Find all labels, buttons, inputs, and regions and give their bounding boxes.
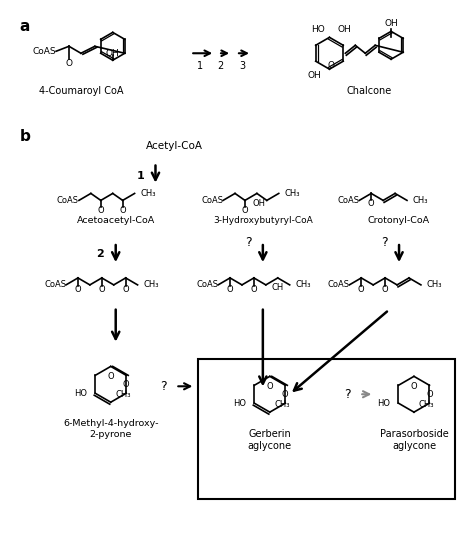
Text: O: O [74, 285, 81, 294]
Text: Acetyl-CoA: Acetyl-CoA [146, 141, 202, 151]
Text: b: b [19, 129, 30, 144]
Text: O: O [358, 285, 365, 294]
Text: OH: OH [308, 71, 321, 79]
Text: O: O [368, 199, 374, 208]
Text: 1: 1 [197, 61, 203, 71]
Text: OH: OH [337, 25, 351, 34]
Text: O: O [426, 390, 433, 399]
Text: 1: 1 [137, 171, 145, 181]
Text: CH₃: CH₃ [275, 400, 290, 409]
Text: OH: OH [106, 49, 119, 58]
Text: CoAS: CoAS [57, 196, 79, 205]
Text: 3: 3 [239, 61, 245, 71]
Text: CH₃: CH₃ [296, 280, 311, 289]
Text: O: O [122, 285, 129, 294]
Text: CH₃: CH₃ [144, 280, 159, 289]
Text: 3-Hydroxybutyryl-CoA: 3-Hydroxybutyryl-CoA [213, 216, 313, 225]
Text: 2: 2 [96, 249, 104, 259]
Text: O: O [266, 382, 273, 391]
Text: O: O [119, 206, 126, 215]
Text: Chalcone: Chalcone [346, 86, 392, 96]
Text: ?: ? [245, 236, 251, 248]
Text: 4-Coumaroyl CoA: 4-Coumaroyl CoA [39, 86, 123, 96]
Text: CoAS: CoAS [337, 196, 359, 205]
Text: CoAS: CoAS [201, 196, 223, 205]
Text: CH: CH [272, 284, 284, 293]
Text: CH₃: CH₃ [285, 189, 300, 198]
Text: 2: 2 [217, 61, 223, 71]
Text: CoAS: CoAS [196, 280, 218, 289]
Text: O: O [123, 380, 129, 389]
Text: O: O [382, 285, 388, 294]
Text: O: O [108, 372, 114, 381]
Text: HO: HO [311, 25, 325, 34]
Text: O: O [242, 206, 248, 215]
Text: CoAS: CoAS [328, 280, 349, 289]
Text: ?: ? [344, 387, 351, 401]
Text: 6-Methyl-4-hydroxy-
2-pyrone: 6-Methyl-4-hydroxy- 2-pyrone [63, 419, 158, 439]
Text: ?: ? [381, 236, 387, 248]
Text: CH₃: CH₃ [419, 400, 435, 409]
Text: O: O [65, 59, 73, 68]
Text: CH₃: CH₃ [427, 280, 442, 289]
Text: O: O [98, 206, 104, 215]
Text: OH: OH [252, 199, 265, 208]
Text: CoAS: CoAS [32, 47, 56, 56]
Text: O: O [99, 285, 105, 294]
Text: O: O [328, 61, 335, 70]
Text: ?: ? [160, 380, 167, 393]
Text: Parasorboside
aglycone: Parasorboside aglycone [380, 429, 448, 450]
Text: O: O [282, 390, 289, 399]
Text: Gerberin
aglycone: Gerberin aglycone [248, 429, 292, 450]
Text: CH₃: CH₃ [141, 189, 156, 198]
Text: O: O [251, 285, 257, 294]
Text: HO: HO [377, 399, 391, 408]
Text: Crotonyl-CoA: Crotonyl-CoA [368, 216, 430, 225]
Text: HO: HO [233, 399, 246, 408]
Text: HO: HO [74, 389, 87, 398]
Text: a: a [19, 20, 30, 35]
Text: OH: OH [384, 19, 398, 28]
Text: CoAS: CoAS [44, 280, 66, 289]
Text: CH₃: CH₃ [116, 390, 131, 399]
Text: Acetoacetyl-CoA: Acetoacetyl-CoA [77, 216, 155, 225]
Text: CH₃: CH₃ [413, 196, 428, 205]
Text: O: O [227, 285, 233, 294]
Bar [198, 359, 455, 499]
Text: O: O [410, 382, 417, 391]
